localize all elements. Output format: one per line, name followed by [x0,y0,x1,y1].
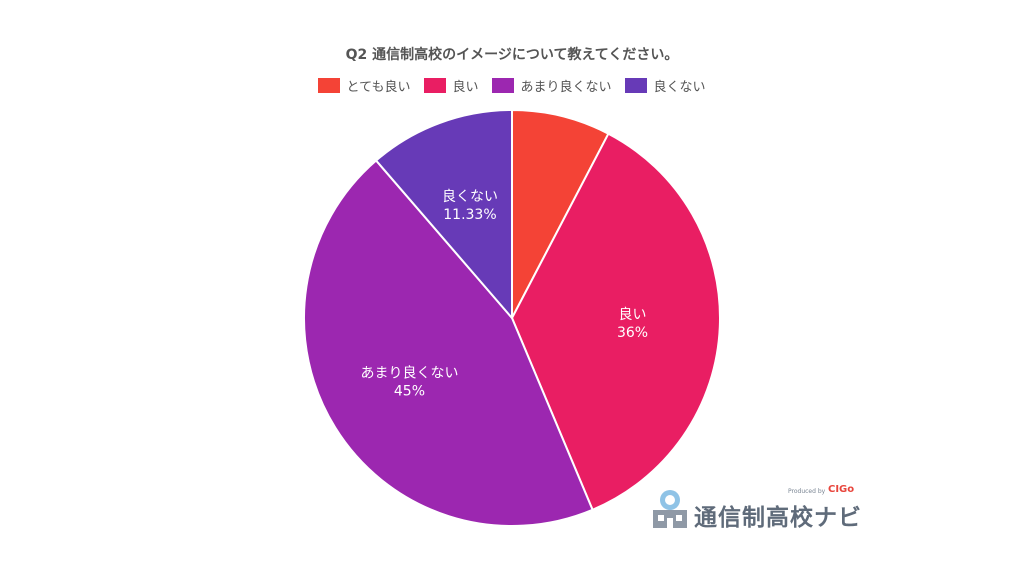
legend-item[interactable]: 良い [424,76,478,95]
legend: とても良い 良い あまり良くない 良くない [0,76,1024,95]
slice-label-value: 45% [394,384,425,400]
legend-label: 良くない [653,80,706,95]
pie-slice[interactable] [511,108,610,319]
pie-slice[interactable] [510,132,721,512]
pie-slice[interactable] [374,108,513,321]
legend-label: とても良い [346,80,411,95]
slice-label-category: あまり良くない [360,366,458,382]
watermark-produced-by: Produced by [788,488,826,495]
legend-swatch [625,78,648,93]
legend-item[interactable]: あまり良くない [492,76,611,95]
legend-label: 良い [452,80,479,95]
legend-swatch [318,78,341,93]
slice-label-value: 36% [617,325,648,341]
slice-label-value: 11.33% [443,207,496,223]
slice-label-category: 良くない [442,189,498,205]
slice-label-category: 良い [619,307,647,323]
legend-item[interactable]: 良くない [625,76,706,95]
legend-item[interactable]: とても良い [318,76,410,95]
watermark-logo: 通信制高校ナビ Produced by CIGo [650,484,870,534]
pie-slice[interactable] [303,159,594,527]
legend-swatch [492,78,515,93]
chart-title: Q2 通信制高校のイメージについて教えてください。 [345,47,679,63]
legend-label: あまり良くない [520,80,612,95]
legend-swatch [424,78,447,93]
watermark-text: 通信制高校ナビ [694,505,862,531]
school-building-icon [653,490,687,528]
watermark-brand: CIGo [828,484,855,495]
